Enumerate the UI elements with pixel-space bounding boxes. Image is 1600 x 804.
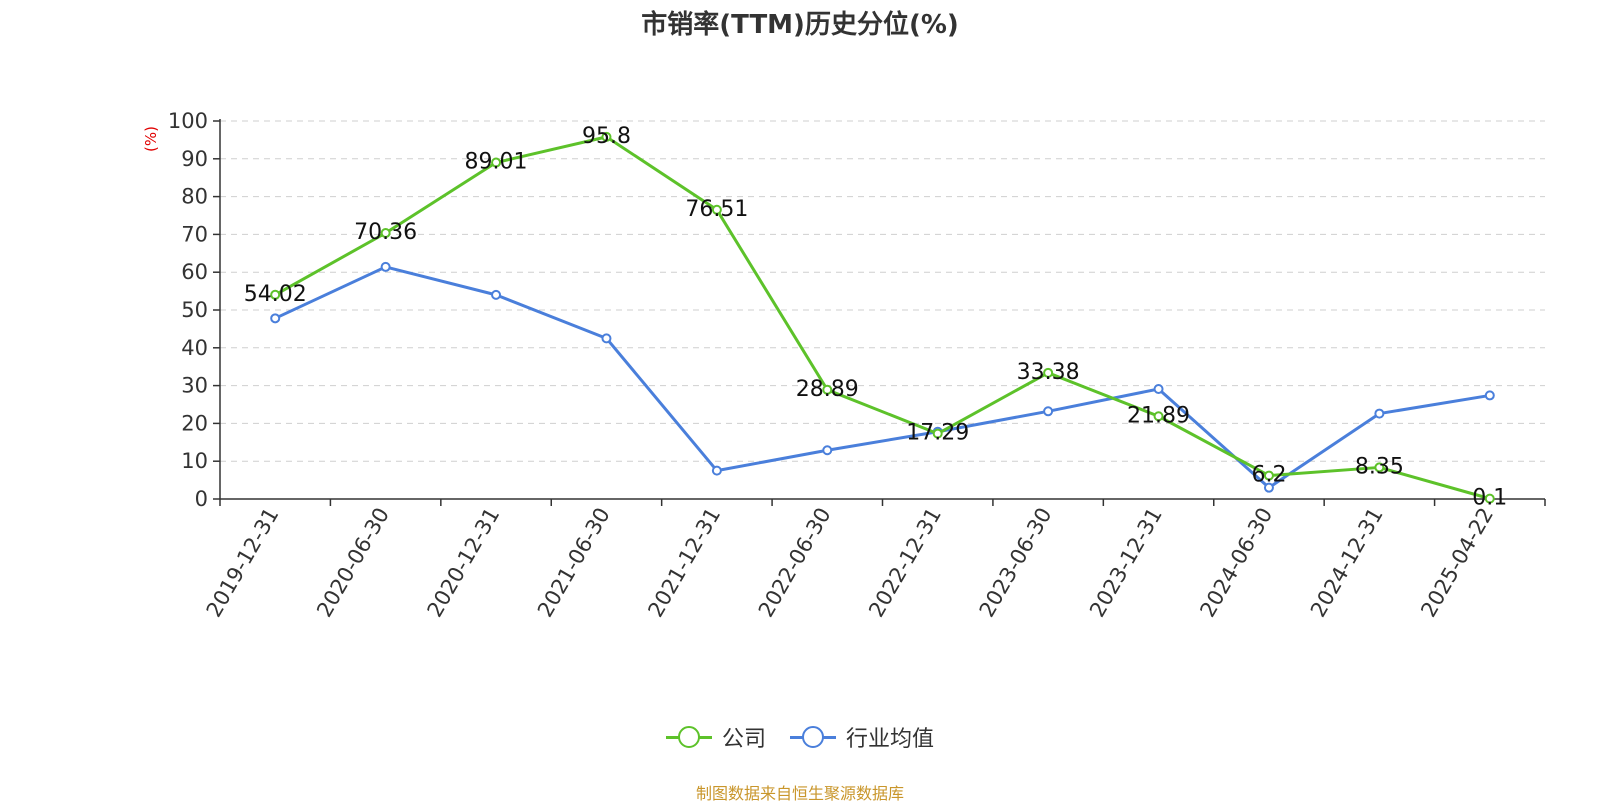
legend-item-company[interactable]: 公司 (665, 721, 766, 753)
data-label-company: 95.8 (582, 124, 631, 149)
line-chart: 0 10 20 30 40 50 60 70 80 90 100 2019-12-31 2020-06-… (168, 109, 1546, 622)
legend-item-industry-average[interactable]: 行业均值 (790, 721, 934, 753)
y-tick-label: 40 (181, 336, 208, 360)
y-tick-label: 20 (181, 411, 208, 435)
data-point-industry-average (1263, 482, 1274, 493)
x-tick-label: 2020-06-30 (312, 504, 394, 622)
chart-legend: 公司 行业均值 (0, 721, 1600, 753)
data-point-company (711, 204, 722, 215)
data-label-company: 70.36 (354, 220, 417, 245)
data-point-company (270, 289, 281, 300)
data-point-industry-average (380, 261, 391, 272)
series-line-industry-average (274, 265, 1491, 490)
legend-industry-label: 行业均值 (846, 727, 935, 752)
data-label-company: 54.02 (244, 282, 307, 307)
data-label-company: 21.89 (1127, 403, 1190, 428)
x-tick-label: 2024-06-30 (1195, 504, 1277, 622)
data-point-company (1263, 470, 1274, 481)
legend-company-label: 公司 (721, 727, 766, 752)
data-point-company (1484, 493, 1495, 504)
data-label-company: 0.1 (1472, 486, 1507, 511)
data-point-industry-average (1153, 384, 1164, 395)
y-tick-label: 60 (181, 260, 208, 284)
data-label-company: 76.51 (685, 197, 748, 222)
x-tick-label: 2023-06-30 (975, 504, 1057, 622)
data-point-industry-average (822, 445, 833, 456)
data-point-industry-average (1374, 408, 1385, 419)
data-label-company: 17.29 (906, 421, 969, 446)
x-tick-label: 2022-12-31 (864, 503, 946, 621)
legend-company-marker (665, 726, 712, 748)
data-point-company (601, 131, 612, 142)
data-point-industry-average (491, 289, 502, 300)
data-point-industry-average (1043, 406, 1054, 417)
data-label-company: 8.35 (1355, 454, 1404, 479)
data-point-company (822, 384, 833, 395)
y-tick-label: 50 (181, 298, 208, 322)
y-tick-label: 10 (181, 449, 208, 473)
x-tick-label: 2022-06-30 (754, 504, 836, 622)
x-tick-label: 2021-12-31 (643, 504, 725, 622)
data-label-company: 89.01 (465, 150, 528, 175)
y-tick-label: 80 (181, 185, 208, 209)
data-point-company (932, 428, 943, 439)
x-tick-label: 2021-06-30 (533, 504, 615, 622)
y-tick-label: 30 (181, 374, 208, 398)
data-point-industry-average (601, 333, 612, 344)
data-point-company (1153, 411, 1164, 422)
y-tick-label: 0 (195, 487, 208, 511)
data-point-company (1374, 462, 1385, 473)
chart-title: 市销率(TTM)历史分位(%) (641, 10, 959, 40)
x-tick-label: 2020-12-31 (423, 503, 505, 621)
data-point-company (1043, 367, 1054, 378)
data-point-company (380, 228, 391, 239)
legend-industry-marker (790, 726, 836, 748)
data-label-company: 33.38 (1017, 360, 1080, 385)
x-tick-label: 2023-12-31 (1085, 504, 1167, 622)
y-tick-label: 70 (181, 222, 208, 246)
y-tick-label: 100 (168, 109, 208, 133)
data-point-industry-average (270, 313, 281, 324)
series-line-company (274, 135, 1491, 501)
x-tick-label: 2024-12-31 (1306, 504, 1388, 622)
x-tick-label: 2025-04-22 (1416, 504, 1498, 622)
data-source-note: 制图数据来自恒生聚源数据库 (695, 784, 904, 803)
data-label-company: 28.89 (796, 377, 859, 402)
data-label-company: 6.2 (1251, 463, 1286, 488)
data-point-company (491, 157, 502, 168)
data-point-industry-average (1484, 390, 1495, 401)
x-tick-label: 2019-12-31 (202, 504, 284, 622)
data-point-industry-average (711, 465, 722, 476)
y-tick-label: 90 (181, 147, 208, 171)
